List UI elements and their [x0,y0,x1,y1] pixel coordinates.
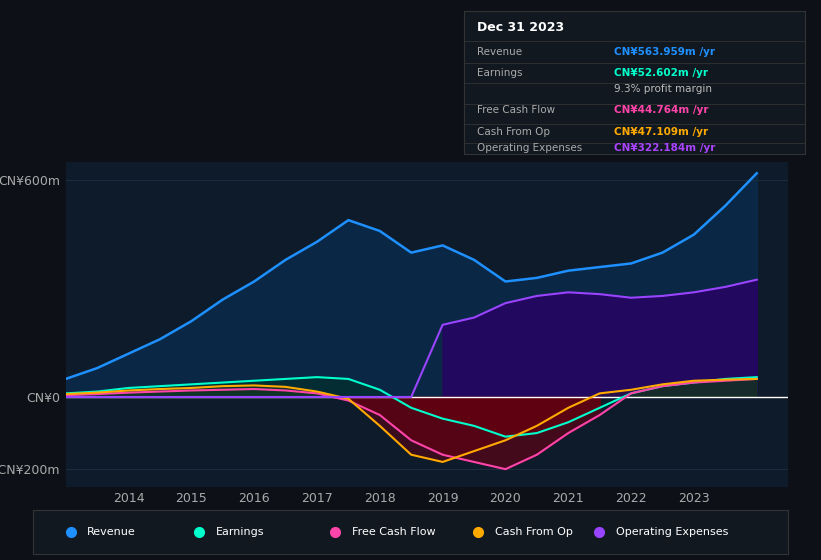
Text: Free Cash Flow: Free Cash Flow [351,527,435,537]
Text: CN¥322.184m /yr: CN¥322.184m /yr [614,143,715,153]
Text: CN¥563.959m /yr: CN¥563.959m /yr [614,47,715,57]
Text: 9.3% profit margin: 9.3% profit margin [614,84,712,94]
Text: Free Cash Flow: Free Cash Flow [478,105,556,115]
Text: Dec 31 2023: Dec 31 2023 [478,21,565,34]
Text: CN¥52.602m /yr: CN¥52.602m /yr [614,68,708,78]
Text: Earnings: Earnings [478,68,523,78]
Text: Operating Expenses: Operating Expenses [616,527,728,537]
Text: Revenue: Revenue [87,527,136,537]
Text: Earnings: Earnings [216,527,264,537]
Text: Revenue: Revenue [478,47,523,57]
Text: Cash From Op: Cash From Op [478,127,551,137]
Text: Cash From Op: Cash From Op [495,527,573,537]
Text: Operating Expenses: Operating Expenses [478,143,583,153]
Text: CN¥47.109m /yr: CN¥47.109m /yr [614,127,708,137]
Text: CN¥44.764m /yr: CN¥44.764m /yr [614,105,709,115]
